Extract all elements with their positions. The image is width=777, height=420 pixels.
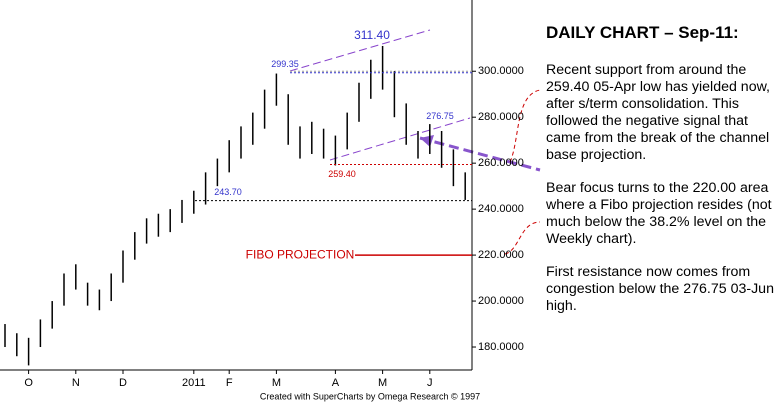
channel-base — [329, 117, 471, 161]
level-label: 276.75 — [426, 111, 454, 121]
y-tick-label: 280.0000 — [478, 111, 524, 123]
level-label: FIBO PROJECTION — [246, 247, 355, 261]
x-tick-label: O — [24, 377, 33, 389]
paragraph: First resistance now comes from congesti… — [546, 264, 774, 314]
callout — [509, 89, 541, 163]
callout — [504, 221, 541, 255]
projection-arrow — [419, 136, 541, 172]
level-label: 311.40 — [354, 28, 390, 42]
y-tick-label: 200.0000 — [478, 295, 524, 307]
level-label: 259.40 — [328, 169, 356, 179]
x-tick-label: D — [119, 377, 127, 389]
arrow-head — [420, 135, 434, 147]
x-tick-label: A — [332, 377, 340, 389]
footer: Created with SuperCharts by Omega Resear… — [260, 391, 480, 401]
level-label: 299.35 — [271, 59, 299, 69]
level-label: 243.70 — [214, 187, 242, 197]
y-tick-label: 300.0000 — [478, 65, 524, 77]
y-tick-label: 260.0000 — [478, 157, 524, 169]
paragraph: Recent support from around the 259.40 05… — [546, 62, 770, 163]
y-tick-label: 240.0000 — [478, 203, 524, 215]
channel-top — [289, 29, 431, 72]
x-tick-label: M — [378, 377, 387, 389]
x-tick-label: M — [272, 377, 281, 389]
panel-title: DAILY CHART – Sep-11: — [546, 23, 739, 42]
x-tick-label: J — [427, 377, 433, 389]
commentary: DAILY CHART – Sep-11: Recent support fro… — [546, 24, 776, 331]
x-tick-label: 2011 — [182, 377, 206, 389]
x-tick-label: N — [72, 377, 80, 389]
paragraph: Bear focus turns to the 220.00 area wher… — [546, 180, 772, 247]
y-tick-label: 220.0000 — [478, 249, 524, 261]
y-tick-label: 180.0000 — [478, 341, 524, 353]
x-tick-label: F — [226, 377, 233, 389]
